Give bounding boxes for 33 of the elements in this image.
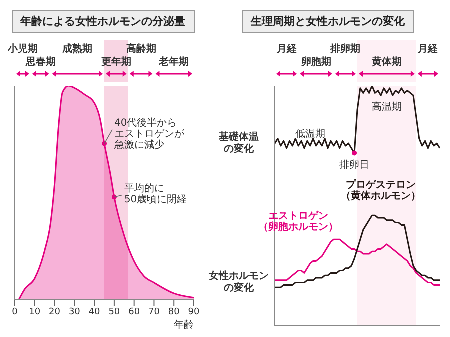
x-tick-label: 0 [12, 307, 18, 318]
annotation: 高温期 [372, 101, 402, 114]
text: プロゲステロン（黄体ホルモン） [341, 179, 422, 202]
x-tick-label: 60 [128, 307, 140, 318]
x-tick-label: 80 [168, 307, 180, 318]
band-label: 更年期 [101, 56, 132, 68]
text: 卵胞期 [300, 56, 332, 68]
x-tick-label: 30 [68, 307, 81, 318]
chart-title: 生理周期と女性ホルモンの変化 [242, 10, 414, 33]
x-axis-title: 年齢 [174, 319, 194, 331]
annotation: 平均的に50歳頃に閉経 [124, 182, 188, 206]
text: 月経 [276, 43, 298, 55]
text: 小児期 [6, 43, 38, 55]
x-tick-label: 20 [49, 307, 61, 318]
x-tick-label: 90 [188, 307, 200, 318]
text: 月経 [417, 43, 440, 55]
text: 排卵期 [330, 43, 361, 55]
text: 思春期 [24, 56, 56, 68]
text: 基礎体温の変化 [218, 132, 260, 156]
text: 高齢期 [126, 43, 156, 55]
text: 黄体期 [370, 56, 402, 68]
annotation: 排卵日 [340, 159, 370, 172]
annotation: 40代後半からエストロゲンが急激に減少 [114, 116, 186, 151]
text: 女性ホルモンの変化 [208, 270, 270, 295]
x-tick-label: 10 [29, 307, 41, 318]
x-tick-label: 40 [88, 307, 101, 318]
annotation: 低温期 [295, 128, 326, 140]
text: 老年期 [158, 56, 190, 68]
series-label: エストロゲン（卵胞ホルモン） [258, 210, 339, 233]
chart-title: 年齢による女性ホルモンの分泌量 [12, 10, 194, 33]
text: 成熟期 [62, 43, 93, 55]
x-tick-label: 50 [108, 307, 120, 318]
x-tick-label: 70 [148, 307, 160, 318]
